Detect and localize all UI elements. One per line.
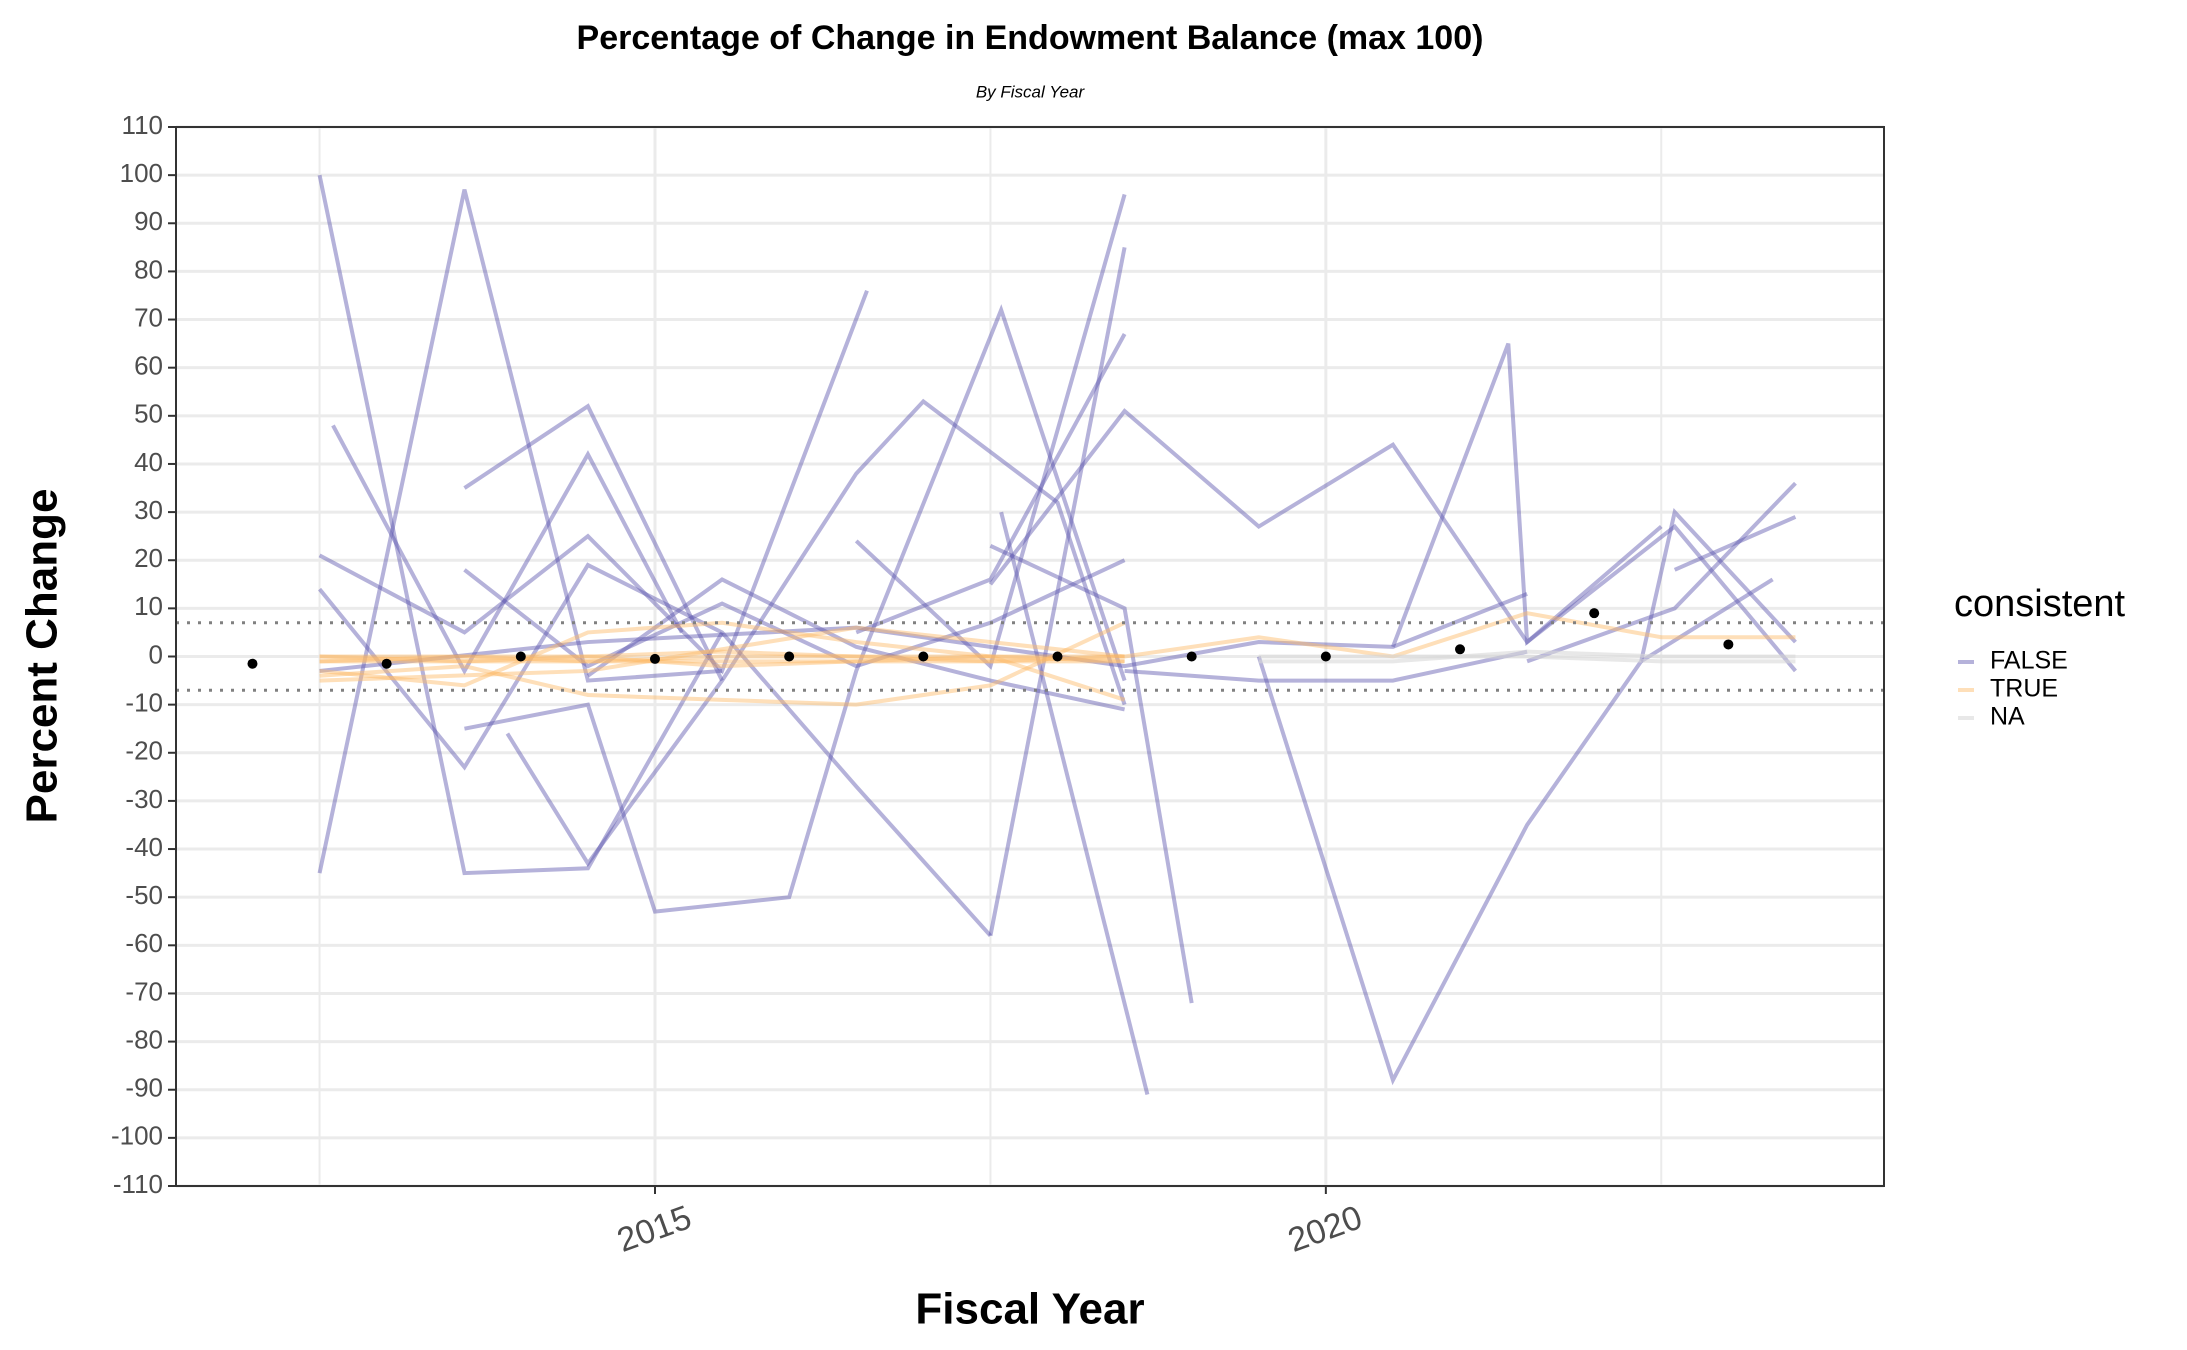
series-line bbox=[1258, 649, 1796, 664]
series-line bbox=[1673, 515, 1797, 572]
x-tick-label: 2020 bbox=[1283, 1198, 1367, 1260]
series-line bbox=[1526, 481, 1797, 664]
y-tick-label: -100 bbox=[111, 1121, 163, 1151]
series-line bbox=[505, 398, 1127, 868]
y-tick-label: 10 bbox=[134, 591, 163, 621]
median-point bbox=[247, 658, 258, 669]
series-line bbox=[319, 654, 1125, 669]
median-point bbox=[1186, 651, 1197, 662]
y-tick-label: 20 bbox=[134, 543, 163, 573]
series-line bbox=[317, 189, 723, 874]
legend-title: consistent bbox=[1954, 583, 2126, 625]
series-line bbox=[988, 408, 1663, 646]
x-axis-title: Fiscal Year bbox=[915, 1285, 1144, 1334]
series-line bbox=[1640, 577, 1774, 664]
y-tick-label: -50 bbox=[125, 880, 163, 910]
y-tick-label: -60 bbox=[125, 928, 163, 958]
series-line bbox=[1256, 507, 1797, 1086]
y-axis-title: Percent Change bbox=[18, 489, 67, 824]
series-line bbox=[318, 289, 869, 675]
series-line bbox=[1258, 654, 1796, 664]
median-point bbox=[649, 653, 660, 664]
median-point bbox=[1589, 608, 1600, 619]
y-tick-label: 90 bbox=[134, 206, 163, 236]
y-tick-label: -70 bbox=[125, 976, 163, 1006]
series-line bbox=[319, 611, 1796, 683]
legend-label: NA bbox=[1990, 703, 2025, 731]
series-line bbox=[319, 620, 1126, 707]
y-tick-label: 60 bbox=[134, 351, 163, 381]
y-tick-label: -40 bbox=[125, 832, 163, 862]
median-point bbox=[1455, 644, 1466, 655]
y-tick-label: 30 bbox=[134, 495, 163, 525]
legend-label: FALSE bbox=[1990, 647, 2068, 675]
y-tick-label: -110 bbox=[113, 1169, 163, 1199]
series-line bbox=[1391, 342, 1797, 673]
y-tick-label: -30 bbox=[125, 784, 163, 814]
y-tick-label: 100 bbox=[120, 158, 163, 188]
series-line bbox=[1124, 649, 1528, 683]
y-tick-label: -80 bbox=[125, 1024, 163, 1054]
y-tick-label: 0 bbox=[149, 639, 163, 669]
series-line bbox=[463, 403, 724, 682]
y-tick-label: -90 bbox=[125, 1073, 163, 1103]
series-line bbox=[999, 511, 1150, 1096]
series-line bbox=[989, 543, 1194, 1004]
series-line bbox=[463, 558, 1126, 669]
series-line bbox=[319, 654, 1125, 664]
y-tick-label: 110 bbox=[122, 110, 163, 140]
series-line bbox=[319, 592, 1528, 673]
chart-subtitle: By Fiscal Year bbox=[976, 82, 1086, 101]
median-point bbox=[918, 651, 929, 662]
x-tick-label: 2015 bbox=[612, 1198, 696, 1260]
series-line bbox=[319, 620, 1126, 702]
median-point bbox=[1320, 651, 1331, 662]
series-line bbox=[317, 174, 724, 876]
median-point bbox=[381, 658, 392, 669]
panel-border bbox=[175, 126, 1885, 1187]
series-line bbox=[319, 649, 1125, 664]
legend-label: TRUE bbox=[1990, 675, 2058, 703]
series-line bbox=[988, 246, 1127, 937]
y-tick-label: 40 bbox=[134, 447, 163, 477]
series-line bbox=[855, 333, 1127, 635]
series-line bbox=[464, 304, 1127, 914]
median-point bbox=[1723, 639, 1734, 650]
series-line bbox=[331, 424, 684, 676]
y-tick-label: 50 bbox=[134, 399, 163, 429]
y-tick-label: 80 bbox=[134, 254, 163, 284]
median-point bbox=[515, 651, 526, 662]
y-tick-label: -20 bbox=[125, 736, 163, 766]
y-tick-label: -10 bbox=[125, 688, 163, 718]
median-point bbox=[784, 651, 795, 662]
series-line bbox=[318, 562, 992, 938]
series-line bbox=[854, 193, 1127, 670]
median-point bbox=[1052, 651, 1063, 662]
y-tick-label: 70 bbox=[134, 302, 163, 332]
chart-title: Percentage of Change in Endowment Balanc… bbox=[577, 19, 1484, 57]
